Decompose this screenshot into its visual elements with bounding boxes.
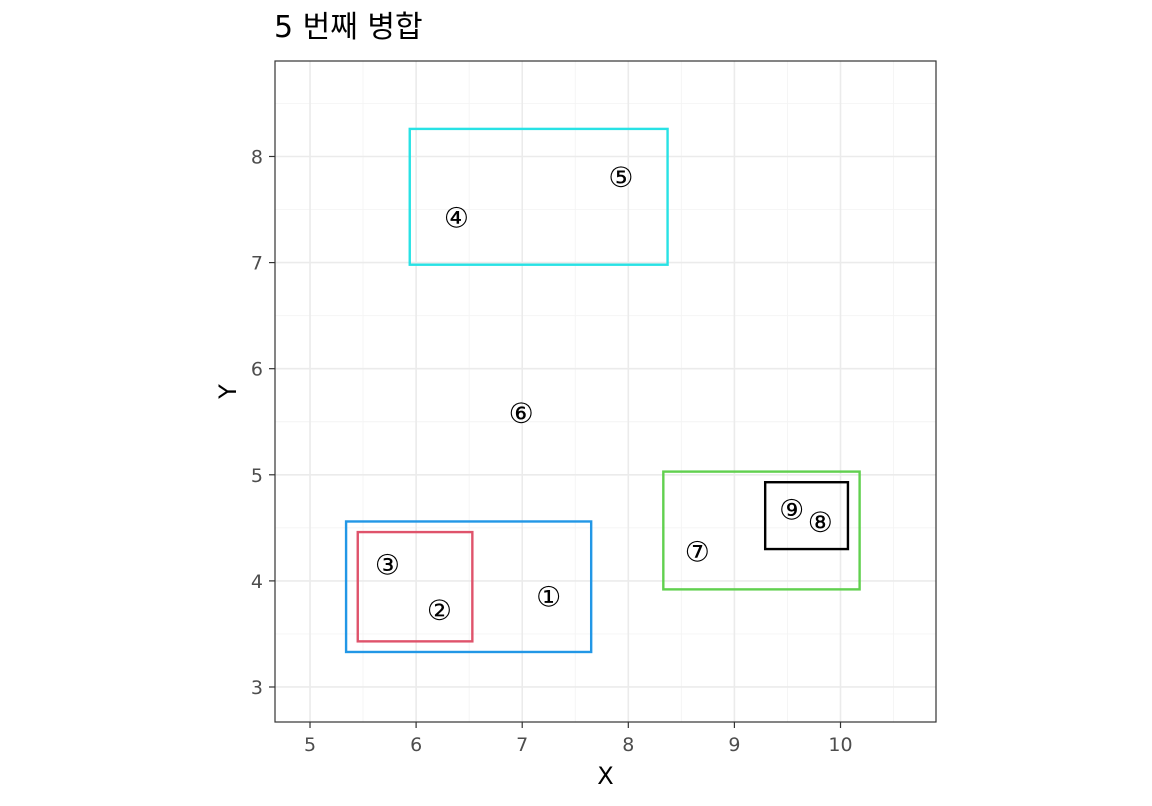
- chart-title: 5 번째 병합: [274, 10, 423, 45]
- point-label: ⑥: [509, 397, 534, 430]
- x-axis-label: X: [597, 762, 613, 790]
- x-tick-label: 8: [622, 734, 634, 756]
- x-tick-label: 9: [728, 734, 740, 756]
- x-tick-label: 7: [516, 734, 528, 756]
- y-axis-label: Y: [214, 384, 242, 400]
- x-tick-label: 10: [828, 734, 852, 756]
- y-tick-label: 3: [251, 677, 263, 699]
- x-tick-label: 5: [304, 734, 316, 756]
- point-labels: ① ②③ ④ ⑤ ⑥ ⑦ ⑧⑨: [375, 161, 833, 627]
- point-label: ⑧: [808, 506, 833, 539]
- point-label: ①: [536, 580, 561, 613]
- cluster-box: [763, 481, 850, 551]
- y-tick-label: 7: [251, 253, 263, 275]
- y-tick-label: 4: [251, 571, 263, 593]
- point-label: ④: [444, 202, 469, 235]
- x-axis-ticks: 5 6 7 8 9 10: [304, 722, 853, 756]
- cluster-box: [408, 127, 669, 266]
- y-tick-label: 5: [251, 465, 263, 487]
- point-label: ⑤: [608, 161, 633, 194]
- y-axis-ticks: 3 4 5 6 7 8: [251, 146, 275, 699]
- grid-major: [275, 61, 936, 722]
- point-label: ③: [375, 548, 400, 581]
- cluster-box: [662, 470, 861, 591]
- plot-panel: [274, 60, 937, 723]
- point-label: ②: [427, 594, 452, 627]
- y-tick-label: 6: [251, 359, 263, 381]
- cluster-boxes: [344, 127, 861, 654]
- cluster-box: [356, 530, 474, 643]
- point-label: ⑨: [779, 493, 804, 526]
- point-label: ⑦: [685, 536, 710, 569]
- grid-minor: [275, 61, 936, 722]
- x-tick-label: 6: [410, 734, 422, 756]
- cluster-box: [344, 520, 593, 654]
- y-tick-label: 8: [251, 146, 263, 168]
